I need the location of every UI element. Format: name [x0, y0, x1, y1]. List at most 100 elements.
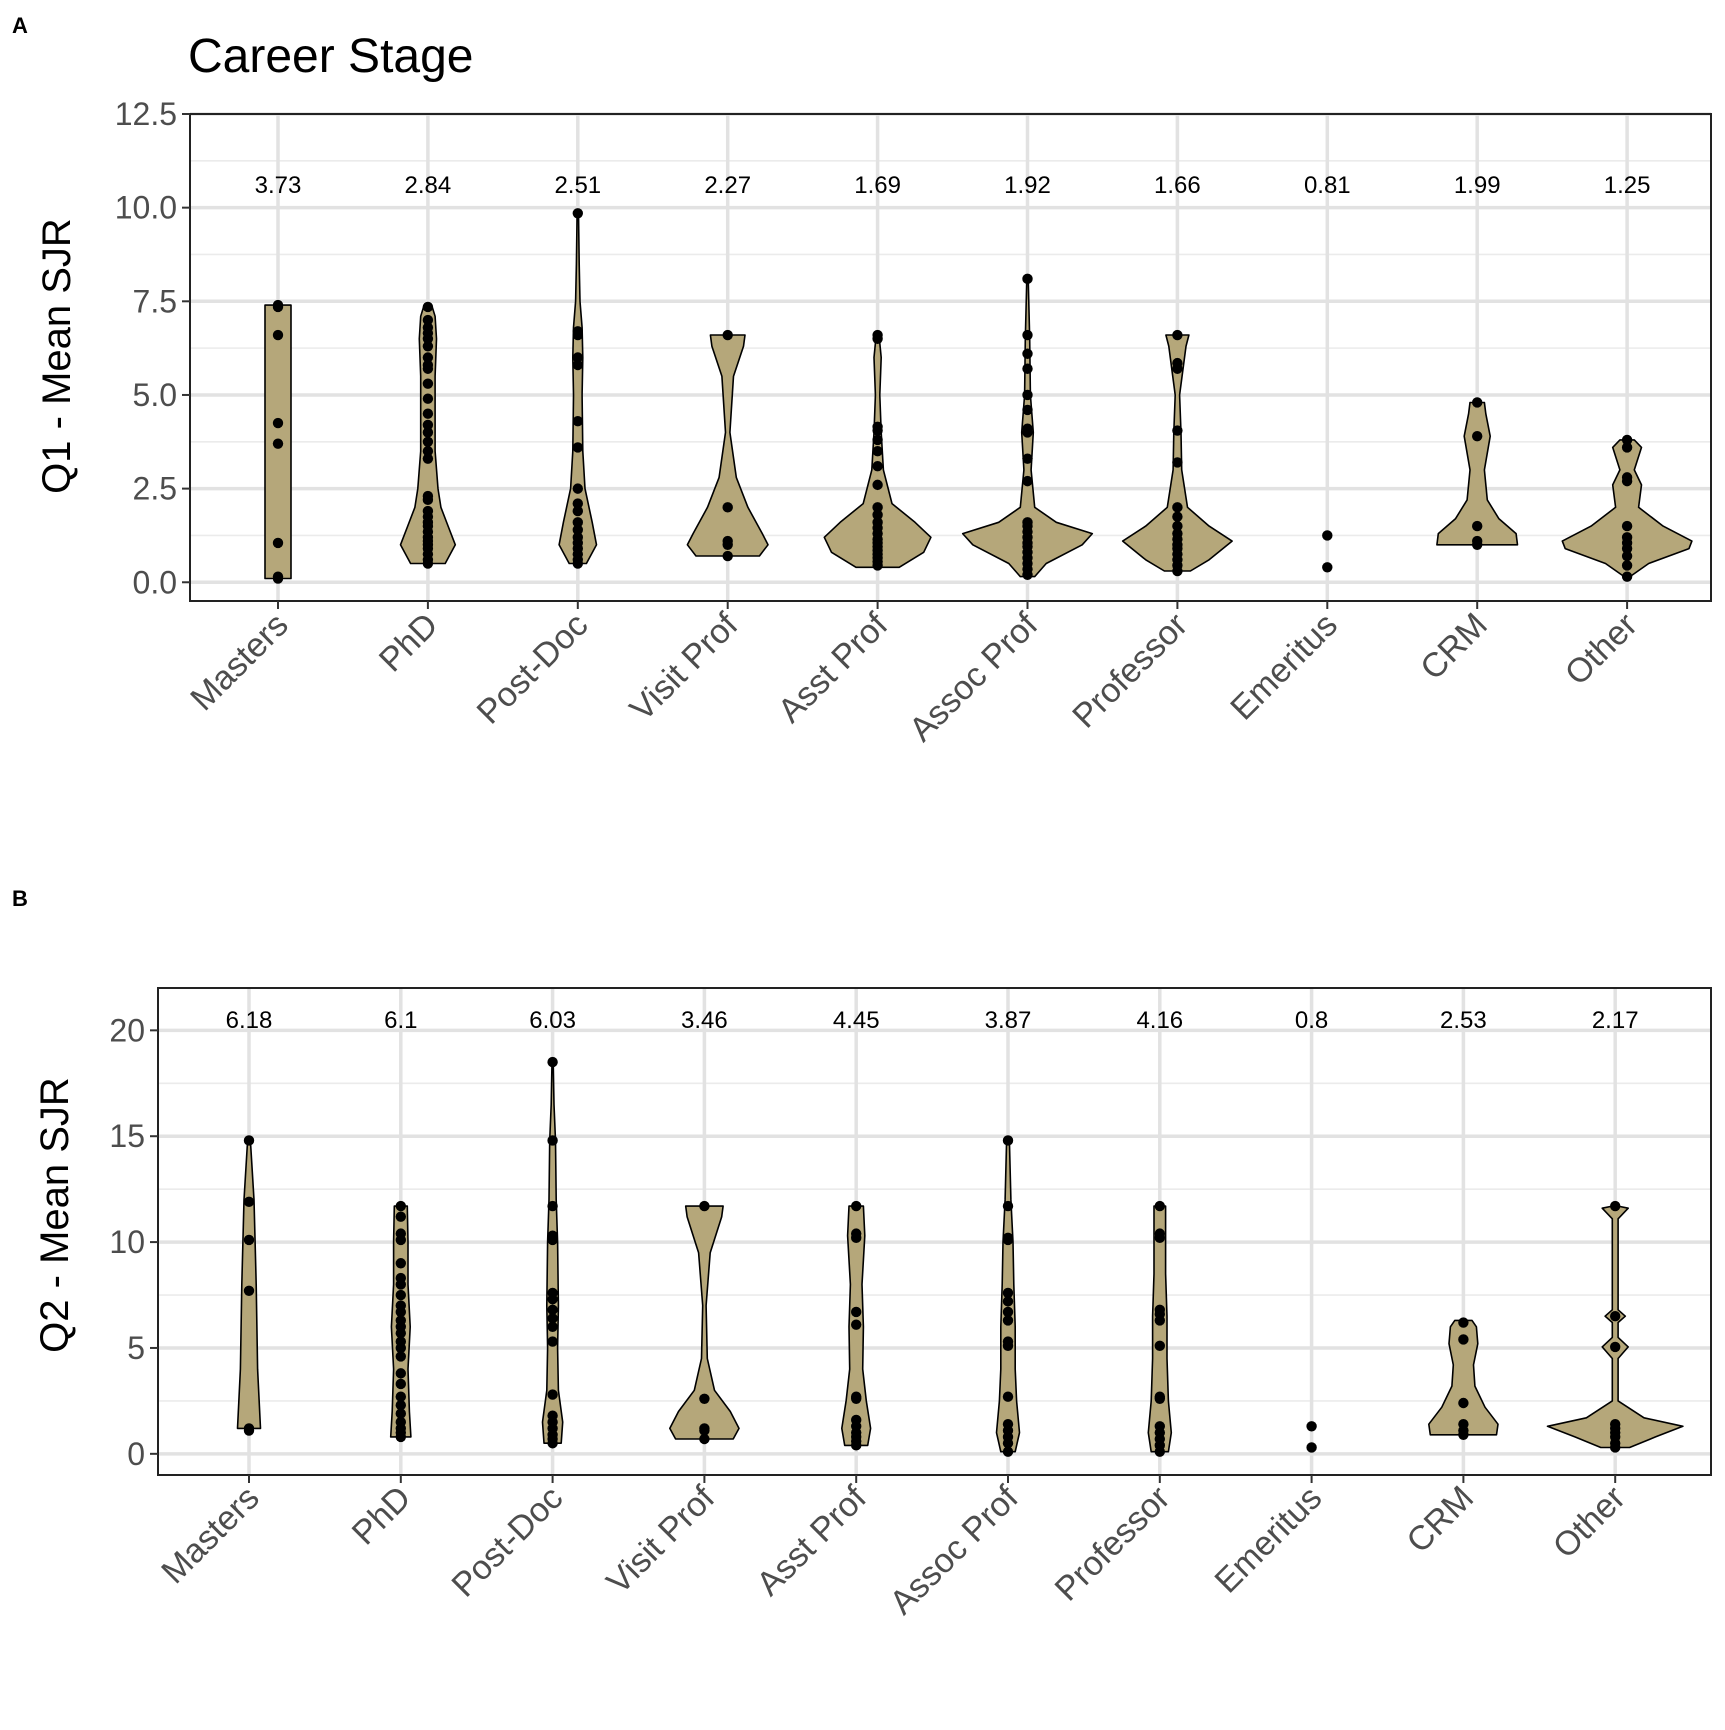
data-point	[272, 299, 284, 311]
data-point	[1002, 1232, 1014, 1244]
y-tick-label: 15	[109, 1118, 145, 1154]
data-point	[1002, 1418, 1014, 1430]
panel-border	[189, 113, 1712, 602]
y-axis-label-b: Q2 - Mean SJR	[33, 1077, 77, 1353]
data-point	[1154, 1304, 1166, 1316]
data-point	[1172, 425, 1183, 436]
data-point	[422, 453, 434, 464]
data-point	[1022, 453, 1033, 464]
data-point	[572, 359, 583, 371]
data-point	[395, 1378, 406, 1390]
data-point	[1472, 535, 1483, 547]
data-point	[395, 1228, 406, 1239]
data-point	[1458, 1317, 1469, 1328]
data-point	[1002, 1446, 1014, 1457]
data-point	[1022, 348, 1033, 359]
data-point	[1172, 511, 1183, 522]
data-point	[1002, 1315, 1014, 1326]
data-point	[872, 460, 883, 472]
data-point	[572, 532, 583, 543]
data-point	[395, 1416, 406, 1428]
data-point	[547, 1304, 558, 1316]
data-point	[395, 1258, 406, 1269]
data-point	[572, 524, 583, 536]
violin-visit-prof	[686, 334, 769, 557]
data-point	[243, 1285, 255, 1296]
data-point	[1610, 1310, 1621, 1322]
data-point	[1610, 1200, 1621, 1212]
data-point	[872, 509, 883, 521]
mean-label: 6.18	[226, 1007, 273, 1034]
data-point	[547, 1287, 558, 1299]
data-point	[422, 505, 434, 517]
data-point	[395, 1211, 406, 1222]
x-tick-label: PhD	[372, 606, 446, 680]
data-point	[1022, 423, 1033, 434]
data-point	[422, 314, 434, 326]
data-point	[1154, 1421, 1166, 1432]
data-point	[1002, 1391, 1014, 1402]
data-point	[272, 329, 284, 341]
data-point	[1472, 397, 1483, 408]
mean-label: 2.17	[1592, 1007, 1639, 1034]
data-point	[395, 1200, 406, 1212]
y-tick-label: 12.5	[115, 96, 177, 132]
data-point	[243, 1234, 255, 1246]
data-point	[851, 1228, 862, 1239]
x-tick-label: Visit Prof	[623, 605, 746, 728]
mean-label: 2.51	[554, 172, 601, 199]
x-tick-label: PhD	[345, 1479, 419, 1553]
data-point	[1002, 1200, 1014, 1212]
y-tick-label: 10.0	[115, 190, 177, 226]
data-point	[1154, 1340, 1166, 1352]
x-tick-label: Professor	[1065, 606, 1195, 736]
data-point	[572, 498, 583, 509]
chart-title: Career Stage	[188, 30, 474, 83]
data-point	[272, 438, 284, 449]
data-point	[1022, 273, 1033, 285]
x-tick-label: Emeritus	[1223, 606, 1345, 728]
data-point	[872, 329, 883, 341]
data-point	[395, 1399, 406, 1411]
data-point	[572, 483, 583, 494]
x-tick-label: Professor	[1048, 1479, 1178, 1609]
mean-label: 2.27	[704, 172, 751, 199]
y-tick-label: 0.0	[133, 564, 177, 600]
data-point	[547, 1056, 558, 1068]
data-point	[1022, 329, 1033, 341]
data-point	[1172, 357, 1183, 369]
data-point	[851, 1200, 862, 1212]
data-point	[699, 1433, 710, 1445]
data-point	[1172, 502, 1183, 513]
data-point	[422, 436, 434, 447]
plot-area-b: 6.18 6.1 6.03 3.46 4.45 3.87 4.16 0.8 2.53 2.17 0 5…	[109, 987, 1712, 1622]
data-point	[395, 1368, 406, 1379]
mean-label: 3.87	[985, 1007, 1032, 1034]
violin-post-doc	[541, 1061, 564, 1444]
mean-label: 6.03	[529, 1007, 576, 1034]
data-point	[1002, 1336, 1014, 1347]
plot-area-a: 3.73 2.84 2.51 2.27 1.69 1.92 1.66 0.81 1.99 1.25…	[115, 96, 1712, 749]
mean-label: 1.99	[1454, 172, 1501, 199]
data-point	[272, 417, 284, 429]
data-point	[1306, 1442, 1317, 1453]
data-point	[422, 445, 434, 457]
x-tick-label: Asst Prof	[771, 605, 896, 730]
data-point	[1154, 1391, 1166, 1402]
data-point	[243, 1423, 255, 1434]
panel-label-b: B	[12, 886, 28, 911]
mean-label: 2.84	[405, 172, 452, 199]
data-point	[422, 378, 434, 389]
panel-border	[157, 987, 1712, 1476]
data-point	[1621, 550, 1633, 562]
panel-a: A Career Stage Q1 - Mean SJR 3.73 2.84 2.5…	[12, 13, 1712, 749]
x-tick-label: Masters	[183, 606, 295, 718]
data-point	[1621, 532, 1633, 543]
data-point	[395, 1315, 406, 1326]
data-point	[272, 537, 284, 549]
violin-crm	[1428, 1319, 1499, 1436]
x-tick-label: Post-Doc	[445, 1479, 571, 1605]
data-point	[699, 1423, 710, 1434]
panel-b: B Q2 - Mean SJR 6.18 6.1 6.03 3.46 4.45 3.87 4…	[12, 886, 1712, 1622]
data-point	[243, 1196, 255, 1208]
